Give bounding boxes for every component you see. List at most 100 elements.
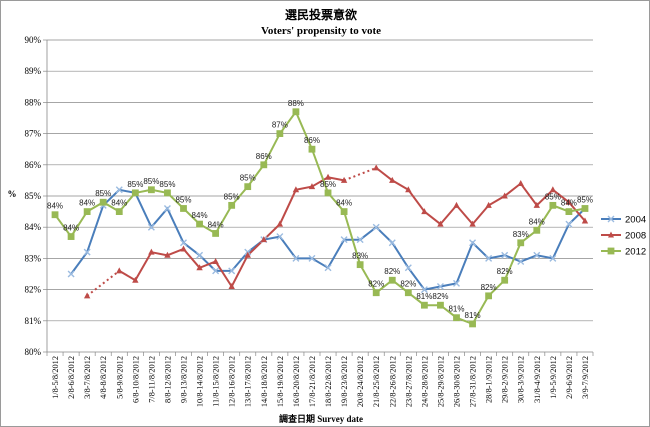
series-2012-data-label: 83%	[352, 252, 368, 261]
y-tick-label: 82%	[25, 285, 42, 295]
x-tick-label: 29/8-2/9/2012	[501, 356, 510, 403]
series-2012-point	[517, 239, 525, 247]
x-tick-label: 17/8-21/8/2012	[308, 356, 317, 407]
x-tick-label: 16/8-20/8/2012	[292, 356, 301, 407]
series-2008-point	[549, 186, 557, 193]
series-2012-point	[276, 130, 284, 137]
series-2004-point	[308, 254, 316, 262]
series-2012-data-label: 82%	[384, 267, 400, 276]
series-2012-data-label: 84%	[79, 199, 95, 208]
series-2012-data-label: 84%	[63, 224, 79, 233]
series-2008-point	[260, 236, 267, 243]
plot-area: 80%81%82%83%84%85%86%87%88%89%90%1/8-5/8…	[25, 35, 594, 407]
x-tick-label: 2/8-6/8/2012	[67, 356, 76, 399]
series-2008-point	[132, 276, 139, 283]
series-2012-point	[388, 276, 396, 284]
y-tick-label: 83%	[25, 253, 42, 263]
series-2008-point	[533, 201, 540, 208]
x-tick-label: 9/8-13/8/2012	[180, 356, 189, 403]
x-tick-label: 3/9-7/9/2012	[581, 356, 590, 399]
series-2012-data-label: 85%	[127, 180, 143, 189]
y-axis-label: %	[8, 189, 17, 199]
series-2012-data-label: 81%	[465, 311, 481, 320]
legend-label-2012: 2012	[625, 247, 646, 258]
series-2008-point	[373, 164, 380, 171]
series-2008-point	[308, 183, 316, 190]
x-tick-label: 1/9-5/9/2012	[549, 356, 558, 399]
x-tick-label: 25/8-29/8/2012	[436, 356, 445, 407]
series-2008-point	[421, 208, 428, 215]
series-2012-point	[164, 189, 171, 197]
x-tick-label: 7/8-11/8/2012	[147, 356, 156, 403]
series-2012-data-label: 85%	[95, 189, 111, 198]
y-tick-label: 80%	[25, 347, 42, 357]
chart-title: 選民投票意欲	[285, 7, 357, 22]
series-2008-point	[437, 220, 444, 227]
series-2008-point	[83, 292, 91, 299]
series-2012-point	[83, 208, 91, 215]
x-tick-label: 23/8-27/8/2012	[404, 356, 413, 407]
series-2012-point	[212, 230, 220, 237]
series-2004-point	[404, 264, 412, 272]
series-2008-point	[501, 192, 508, 199]
series-2004-point	[163, 204, 171, 212]
series-2012-data-label: 81%	[416, 292, 432, 301]
series-2012-point	[372, 289, 380, 297]
x-tick-label: 24/8-28/8/2012	[420, 356, 429, 407]
series-2008-dotted-line	[86, 270, 120, 297]
series-2012-point	[565, 208, 573, 215]
series-2004-point	[517, 258, 525, 266]
x-tick-label: 21/8-25/8/2012	[372, 356, 381, 407]
series-2004-point	[67, 270, 75, 278]
series-2012-point	[501, 276, 509, 284]
series-2008-point	[292, 186, 300, 193]
series-2004-point	[115, 186, 123, 194]
series-2004-point	[212, 267, 220, 275]
series-2008-dotted-line	[343, 166, 377, 182]
series-2012-point	[340, 208, 348, 215]
series-2008-point	[340, 176, 348, 183]
series-2012-point	[115, 208, 123, 215]
series-2012-data-label: 85%	[240, 174, 256, 183]
x-tick-label: 31/8-4/9/2012	[533, 356, 542, 403]
x-tick-label: 15/8-19/8/2012	[276, 356, 285, 407]
series-2012-data-label: 84%	[561, 199, 577, 208]
series-2004-point	[324, 264, 332, 272]
series-2004-point	[372, 223, 380, 231]
series-2012-data-label: 87%	[272, 121, 288, 130]
series-2012-point	[485, 292, 493, 300]
series-2012-point	[469, 320, 476, 328]
series-2004-point	[292, 254, 300, 262]
series-2012-data-label: 82%	[368, 280, 384, 289]
series-2008-point	[389, 176, 396, 183]
series-2004-point	[469, 239, 477, 247]
series-2008-point	[405, 186, 412, 193]
x-tick-label: 11/8-15/8/2012	[212, 356, 221, 407]
series-2008-point	[228, 282, 235, 289]
series-2012-point	[99, 198, 107, 206]
y-tick-label: 88%	[25, 97, 42, 107]
series-2008-point	[116, 267, 123, 274]
series-2012-line	[54, 109, 586, 326]
series-2004-point	[276, 233, 284, 241]
series-2012-point	[147, 186, 155, 194]
series-2012-data-label: 85%	[175, 195, 191, 204]
series-2008-point	[517, 180, 524, 187]
series-2012-point	[420, 301, 428, 309]
x-tick-label: 12/8-16/8/2012	[228, 356, 237, 407]
series-2012-data-label: 86%	[304, 136, 320, 145]
y-tick-label: 84%	[25, 222, 42, 232]
x-tick-label: 30/8-3/9/2012	[517, 356, 526, 403]
y-tick-label: 90%	[25, 35, 42, 45]
x-tick-label: 20/8-24/8/2012	[356, 356, 365, 407]
series-2004-point	[565, 220, 573, 228]
series-2012-data-label: 82%	[432, 292, 448, 301]
series-2004-point	[420, 286, 428, 294]
y-tick-label: 89%	[25, 66, 42, 76]
series-2012-data-label: 84%	[336, 199, 352, 208]
series-2012-data-label: 83%	[513, 230, 529, 239]
series-2004-point	[549, 254, 557, 262]
series-2012-point	[228, 201, 236, 209]
